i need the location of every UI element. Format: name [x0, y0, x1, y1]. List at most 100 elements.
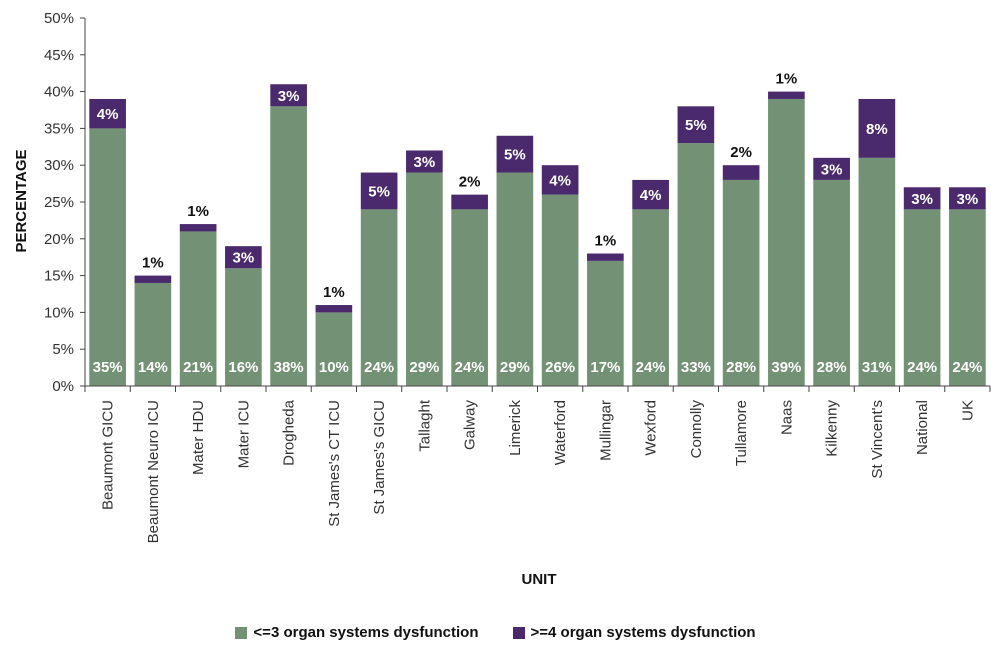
bar-low-segment: [858, 157, 896, 386]
legend-label-high: >=4 organ systems dysfunction: [530, 624, 756, 641]
bar-high-segment: [858, 98, 896, 158]
y-tick-label: 35%: [44, 120, 74, 137]
bar-high-segment: [903, 187, 941, 210]
bar-low-segment: [134, 282, 172, 386]
x-tick-label: Limerick: [507, 400, 524, 456]
x-axis-title: UNIT: [522, 571, 557, 588]
x-tick-label: St James's GICU: [371, 400, 388, 515]
bar-low-label: 28%: [817, 359, 847, 376]
y-tick-label: 40%: [44, 84, 74, 101]
bar-low-label: 31%: [862, 359, 892, 376]
bar-low-label: 28%: [726, 359, 756, 376]
bar-low-segment: [813, 179, 850, 386]
x-tick-label: St Vincent's: [869, 400, 886, 478]
bar-low-segment: [315, 312, 353, 386]
bars: [89, 84, 986, 387]
x-tick-label: Drogheda: [281, 399, 298, 466]
bar-high-label: 4%: [549, 172, 571, 189]
bar-low-segment: [179, 231, 217, 386]
bar-low-segment: [270, 106, 307, 386]
legend-swatch-high: [512, 626, 525, 639]
bar-high-label: 1%: [776, 71, 798, 88]
bar-low-label: 24%: [455, 359, 485, 376]
bar-low-label: 10%: [319, 359, 349, 376]
legend-label-low: <=3 organ systems dysfunction: [253, 624, 479, 641]
x-tick-label: UK: [959, 400, 976, 421]
bar-high-segment: [677, 106, 715, 144]
x-axis: Beaumont GICU Beaumont Neuro ICU Mater HDU…: [84, 385, 991, 543]
bar-low-label: 29%: [409, 359, 439, 376]
bar-low-label: 24%: [364, 359, 394, 376]
bar-high-segment: [179, 224, 217, 232]
y-tick-label: 25%: [44, 194, 74, 211]
y-axis-title: PERCENTAGE: [13, 149, 30, 252]
bar-low-segment: [949, 209, 986, 386]
bar-high-segment: [315, 305, 353, 313]
bar-low-label: 16%: [228, 359, 258, 376]
bar-high-segment: [722, 165, 760, 180]
bar-low-label: 38%: [274, 359, 304, 376]
bar-high-segment: [451, 194, 488, 210]
y-tick-label: 15%: [44, 268, 74, 285]
bar-high-label: 5%: [368, 183, 390, 200]
bar-low-label: 39%: [771, 359, 801, 376]
bar-high-segment: [587, 253, 624, 261]
bar-low-segment: [587, 260, 624, 386]
bar-low-label: 24%: [907, 359, 937, 376]
stacked-bar-chart: 0% 5% 10% 15% 20% 25% 30% 35% 40% 45% 50% 35% 4% 14%…: [13, 10, 991, 588]
bar-high-segment: [360, 172, 398, 210]
bar-low-segment: [406, 172, 443, 386]
y-tick-label: 45%: [44, 47, 74, 64]
x-tick-label: Wexford: [643, 400, 660, 456]
x-tick-label: Beaumont GICU: [100, 400, 117, 510]
bar-labels: 35% 4% 14% 1% 21% 1% 16% 3% 38% 3% 10% 1% 24% 5% 29% 3%…: [93, 71, 983, 376]
bar-low-segment: [903, 209, 941, 386]
x-tick-label: Tullamore: [733, 400, 750, 466]
y-tick-label: 30%: [44, 157, 74, 174]
x-tick-label: Beaumont Neuro ICU: [145, 400, 162, 543]
bar-high-label: 5%: [685, 117, 707, 134]
bar-low-segment: [768, 98, 805, 387]
bar-high-label: 2%: [459, 174, 481, 191]
x-tick-label: Mullingar: [597, 400, 614, 461]
bar-high-segment: [813, 157, 850, 180]
bar-high-label: 3%: [821, 161, 843, 178]
bar-low-segment: [360, 209, 398, 386]
bar-low-segment: [225, 268, 262, 386]
bar-high-segment: [768, 91, 805, 99]
bar-low-segment: [496, 172, 534, 386]
legend: <=3 organ systems dysfunction >=4 organ …: [0, 624, 991, 641]
bar-high-label: 4%: [97, 106, 119, 123]
bar-low-segment: [677, 143, 715, 386]
legend-item-high: >=4 organ systems dysfunction: [512, 624, 756, 641]
x-tick-label: Kilkenny: [824, 400, 841, 457]
y-tick-label: 50%: [44, 10, 74, 27]
x-tick-label: National: [914, 400, 931, 455]
bar-low-label: 24%: [636, 359, 666, 376]
x-tick-label: Mater ICU: [235, 400, 252, 468]
y-tick-label: 10%: [44, 304, 74, 321]
bar-high-segment: [406, 150, 443, 173]
bar-low-segment: [722, 179, 760, 386]
bar-high-label: 2%: [730, 144, 752, 161]
bar-low-label: 26%: [545, 359, 575, 376]
bar-high-segment: [541, 165, 579, 195]
bar-high-segment: [496, 135, 534, 173]
bar-high-segment: [225, 246, 262, 269]
x-tick-label: Mater HDU: [190, 400, 207, 475]
bar-low-label: 17%: [590, 359, 620, 376]
bar-low-label: 21%: [183, 359, 213, 376]
bar-high-label: 1%: [323, 284, 345, 301]
bar-low-segment: [89, 128, 126, 386]
x-tick-label: Tallaght: [416, 399, 433, 452]
y-tick-label: 5%: [52, 341, 74, 358]
bar-low-segment: [541, 194, 579, 386]
bar-high-label: 3%: [233, 250, 255, 267]
bar-high-label: 5%: [504, 147, 526, 164]
bar-high-segment: [632, 179, 669, 210]
x-tick-label: Naas: [778, 400, 795, 435]
bar-low-label: 33%: [681, 359, 711, 376]
y-axis: 0% 5% 10% 15% 20% 25% 30% 35% 40% 45% 50%: [44, 10, 86, 395]
bar-low-segment: [451, 209, 488, 386]
bar-high-label: 3%: [414, 154, 436, 171]
